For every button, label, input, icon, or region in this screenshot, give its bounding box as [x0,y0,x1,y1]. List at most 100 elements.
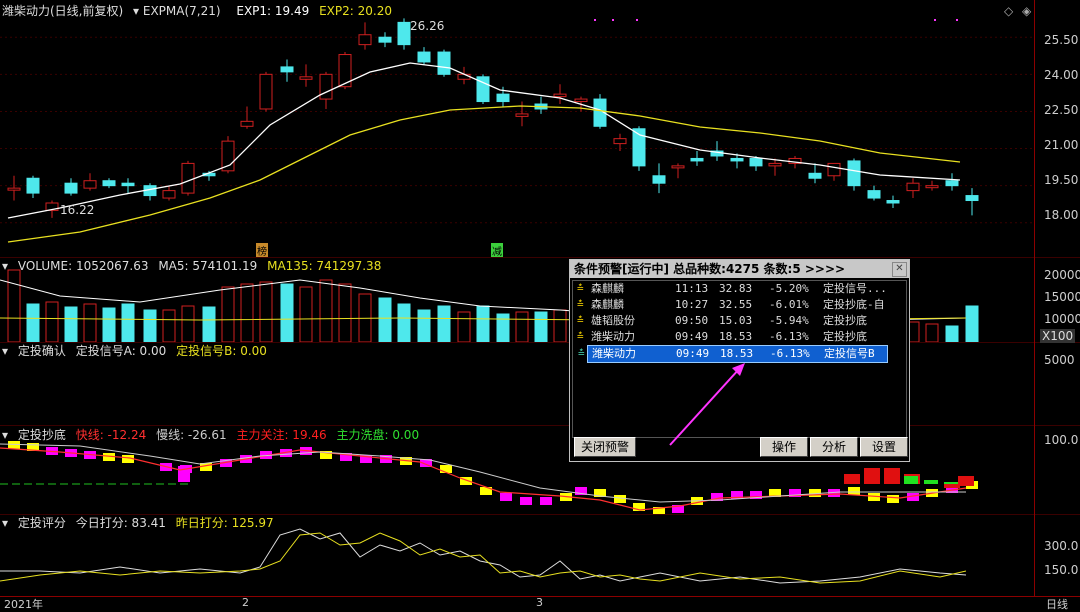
volume-bar [64,306,78,342]
exp2-value: EXP2: 20.20 [319,4,392,18]
settings-button[interactable]: 设置 [860,437,908,457]
volume-bar [102,307,116,342]
date-label: 3 [536,596,543,609]
candlestick [240,106,254,129]
analyze-button[interactable]: 分析 [810,437,858,457]
alert-row-change: -6.13% [769,330,809,343]
alert-row-name: 雄韬股份 [591,314,635,327]
ma135-value: MA135: 741297.38 [267,259,382,273]
volume-dropdown-icon[interactable]: ▾ [2,259,9,273]
bottom-pick-dropdown-icon[interactable]: ▾ [2,428,9,442]
bottom-pick-bar [320,451,332,459]
bottom-pick-bar [420,459,432,467]
exp1-line [7,62,961,219]
price-header: 潍柴动力(日线,前复权) ▾ EXPMA(7,21) EXP1: 19.49 E… [2,3,398,19]
stock-label[interactable]: 潍柴动力(日线,前复权) [2,4,124,18]
condition-alert-dialog[interactable]: 条件预警[运行中] 总品种数:4275 条数:5 >>>> ✕ ≛ 森麒麟 11:1… [569,259,910,462]
settings-icon[interactable]: ◈ [1022,4,1032,18]
volume-bar [476,305,490,342]
score-tick: 150.0 [1044,563,1079,577]
alert-row-price: 18.53 [720,347,754,360]
bottom-pick-chart [0,441,978,514]
confirm-dropdown-icon[interactable]: ▾ [2,344,9,358]
bottom-pick-bar [594,489,606,497]
candlestick [613,133,627,152]
today-score-line [0,528,967,584]
bottom-pick-bar [769,489,781,497]
candlestick [437,49,451,77]
price-tick: 21.00 [1044,138,1079,152]
alert-row-icon: ≛ [577,314,584,327]
volume-bar [162,309,176,342]
bottom-pick-bar [711,493,723,501]
bottom-pick-tick: 100.0 [1044,433,1079,447]
alert-row[interactable]: ≛ 森麒麟 11:13 32.83 -5.20% 定投信号... [573,281,906,297]
candlestick [319,71,333,109]
candlestick [867,185,881,201]
candlestick [632,126,646,171]
candlestick [299,64,313,87]
operate-button[interactable]: 操作 [760,437,808,457]
alert-row[interactable]: ≛ 潍柴动力 09:49 18.53 -6.13% 定投信号B [578,345,888,363]
bottom-pick-bar [280,449,292,457]
volume-bar [397,303,411,342]
alert-row-change: -6.13% [770,347,810,360]
alert-list[interactable]: ≛ 森麒麟 11:13 32.83 -5.20% 定投信号... ≛ 森麒麟 10:27 32.5… [572,280,907,438]
attention-bar [944,484,960,488]
candlestick [730,153,744,169]
score-chart [0,528,967,584]
candlestick [143,183,157,201]
candlestick [652,163,666,194]
candlestick [710,141,724,161]
bottom-pick-panel[interactable]: ▾ 定投抄底 快线: -12.24 慢线: -26.61 主力关注: 19.46… [0,426,1034,514]
alert-row-time: 11:13 [675,282,709,295]
volume-tick: 5000 [1044,353,1075,367]
alert-row-time: 10:27 [675,298,709,311]
price-panel[interactable]: 潍柴动力(日线,前复权) ▾ EXPMA(7,21) EXP1: 19.49 E… [0,0,1034,258]
volume-bar [143,309,157,342]
signal-a-value: 定投信号A: 0.00 [75,344,167,358]
alert-title-bar[interactable]: 条件预警[运行中] 总品种数:4275 条数:5 >>>> ✕ [570,260,909,278]
candlestick [83,173,97,191]
bottom-pick-bar [540,497,552,505]
volume-bar [240,283,254,342]
signal-b-value: 定投信号B: 0.00 [176,344,267,358]
alert-row[interactable]: ≛ 森麒麟 10:27 32.55 -6.01% 定投抄底-自 [573,297,906,313]
confirm-header: ▾ 定投确认 定投信号A: 0.00 定投信号B: 0.00 [2,343,273,359]
today-score: 今日打分: 83.41 [75,516,166,530]
candlestick [671,163,685,179]
candlestick [553,84,567,105]
volume-bar [553,309,567,342]
bottom-pick-bar [440,465,452,473]
candlestick [515,101,529,127]
indicator-dropdown[interactable]: ▾ EXPMA(7,21) [133,4,221,18]
bottom-pick-bar [731,491,743,499]
bottom-pick-bar [480,487,492,495]
wash-bar [944,482,958,484]
volume-bar [121,303,135,342]
alert-row-change: -6.01% [769,298,809,311]
alert-row[interactable]: ≛ 雄韬股份 09:50 15.03 -5.94% 定投抄底 [573,313,906,329]
signal-dot [636,19,638,21]
volume-header: ▾ VOLUME: 1052067.63 MA5: 574101.19 MA13… [2,258,387,274]
score-dropdown-icon[interactable]: ▾ [2,516,9,530]
candlestick [162,185,176,201]
bottom-pick-bar [907,493,919,501]
score-panel[interactable]: ▾ 定投评分 今日打分: 83.41 昨日打分: 125.97 [0,515,1034,596]
bottom-pick-bar [103,453,115,461]
close-icon[interactable]: ✕ [892,262,907,277]
diamond-icon[interactable]: ◇ [1004,4,1014,18]
alert-row-type: 定投抄底 [823,314,867,327]
close-alert-button[interactable]: 关闭预警 [574,437,637,457]
attention-bar [958,476,974,486]
bottom-pick-bar [809,489,821,497]
period-label[interactable]: 日线 [1046,598,1068,611]
wash-bar [924,480,938,484]
candlestick [358,22,372,50]
alert-buttons: 关闭预警 操作 分析 设置 [570,437,909,459]
ma5-value: MA5: 574101.19 [158,259,258,273]
slow-line-value: 慢线: -26.61 [156,428,227,442]
volume-bar [496,313,510,342]
bottom-pick-bar [868,493,880,501]
alert-row[interactable]: ≛ 潍柴动力 09:49 18.53 -6.13% 定投抄底 [573,329,906,345]
